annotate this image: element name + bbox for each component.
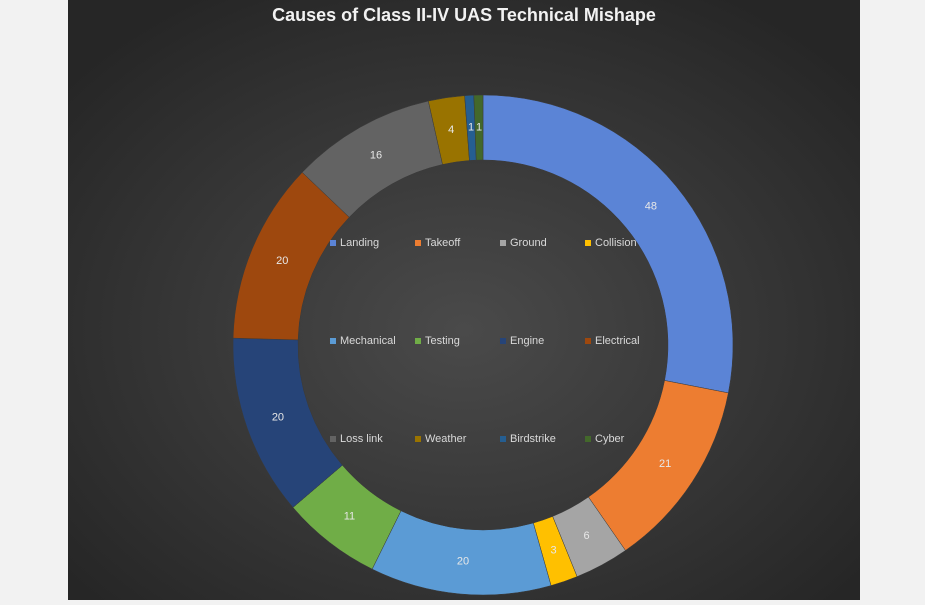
legend-label: Collision: [595, 237, 637, 249]
legend-label: Takeoff: [425, 237, 461, 249]
donut-slice: [482, 94, 734, 394]
data-label: 21: [659, 458, 671, 470]
legend-label: Landing: [340, 237, 379, 249]
legend-label: Electrical: [595, 335, 640, 347]
legend-swatch: [585, 436, 591, 442]
legend-swatch: [500, 436, 506, 442]
data-label: 16: [370, 150, 382, 162]
chart-title: Causes of Class II-IV UAS Technical Mish…: [272, 5, 656, 25]
legend-label: Loss link: [340, 433, 383, 445]
legend-swatch: [500, 338, 506, 344]
legend-swatch: [585, 338, 591, 344]
legend-label: Engine: [510, 335, 544, 347]
legend-swatch: [415, 338, 421, 344]
legend-swatch: [415, 240, 421, 246]
chart-background: [68, 0, 860, 600]
legend-swatch: [330, 338, 336, 344]
data-label: 6: [583, 530, 589, 542]
donut-slice: [473, 94, 484, 161]
legend-swatch: [330, 240, 336, 246]
legend-label: Testing: [425, 335, 460, 347]
legend-label: Birdstrike: [510, 433, 556, 445]
data-label: 1: [468, 122, 474, 134]
legend-label: Cyber: [595, 433, 625, 445]
legend-label: Ground: [510, 237, 547, 249]
data-label: 4: [448, 124, 454, 136]
legend-label: Mechanical: [340, 335, 396, 347]
legend-swatch: [415, 436, 421, 442]
data-label: 20: [272, 411, 284, 423]
data-label: 11: [344, 511, 355, 523]
legend-swatch: [330, 436, 336, 442]
data-label: 3: [551, 545, 557, 557]
data-label: 20: [457, 555, 469, 567]
legend-label: Weather: [425, 433, 467, 445]
legend-swatch: [585, 240, 591, 246]
data-label: 20: [276, 255, 288, 267]
data-label: 1: [476, 121, 482, 133]
legend-swatch: [500, 240, 506, 246]
data-label: 48: [645, 201, 657, 213]
